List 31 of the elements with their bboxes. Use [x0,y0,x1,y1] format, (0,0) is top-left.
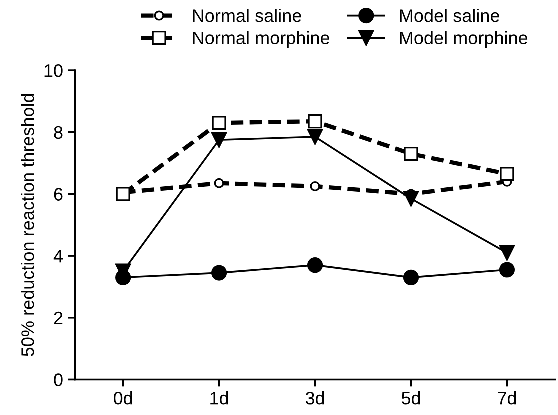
y-tick-label: 8 [54,126,63,140]
x-tick-label: 3d [306,392,324,405]
point [212,116,226,130]
point [404,146,418,162]
point [307,129,324,145]
point [403,270,420,286]
point [308,114,322,129]
point [499,262,515,278]
point [212,132,228,148]
y-tick-label: 4 [54,250,63,263]
y-tick-label: 6 [54,188,63,201]
point [307,258,324,274]
legend-label: Model saline [400,9,500,22]
point [214,178,224,188]
y-tick-label: 10 [44,64,63,78]
point [403,191,420,207]
x-tick-label: 5d [402,392,420,405]
point [116,187,130,202]
legend-label: Normal morphine [193,31,330,48]
y-tick-label: 0 [54,374,63,386]
y-tick-label: 2 [54,312,63,324]
legend-label: Model morphine [400,31,528,48]
x-tick-label: 1d [210,392,228,405]
legend-label: Normal saline [193,9,302,22]
point [212,265,228,281]
x-tick-label: 0d [114,392,132,405]
point [310,181,320,192]
point [500,167,514,182]
y-axis-title: 50% reduction reaction threshold [21,94,34,356]
x-tick-label: 7d [498,392,516,405]
point [499,245,515,261]
